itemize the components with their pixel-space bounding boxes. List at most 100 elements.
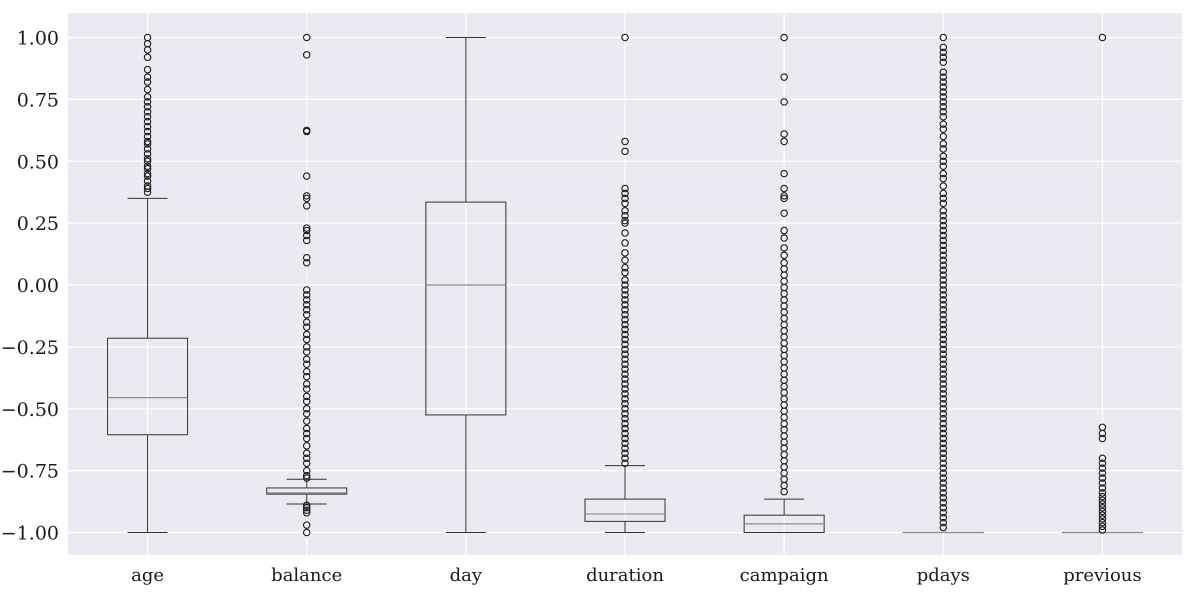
outlier-point: [621, 256, 629, 264]
outlier-point: [621, 365, 629, 373]
outlier-point: [621, 301, 629, 309]
outlier-point: [1098, 496, 1107, 505]
outlier-point: [302, 343, 311, 351]
outlier-point: [939, 83, 948, 91]
outlier-point: [939, 355, 948, 363]
outlier-point: [939, 508, 948, 517]
outlier-point: [302, 323, 311, 331]
outlier-point: [621, 424, 629, 433]
outlier-point: [780, 251, 788, 260]
outlier-point: [780, 244, 788, 252]
outlier-point: [939, 73, 948, 81]
outlier-point: [939, 48, 948, 57]
outlier-point: [939, 409, 948, 418]
outlier-point: [939, 152, 948, 161]
y-tick-label: 0.25: [17, 213, 59, 235]
outlier-point: [939, 375, 948, 383]
outlier-point: [302, 385, 311, 393]
outlier-point: [939, 53, 948, 62]
outlier-point: [621, 286, 629, 294]
outlier-point: [939, 385, 948, 393]
outlier-point: [939, 276, 948, 284]
outlier-point: [939, 419, 948, 428]
outlier-point: [1098, 464, 1107, 472]
outlier-point: [939, 140, 948, 148]
outlier-point: [143, 65, 152, 74]
outlier-point: [1098, 469, 1107, 477]
outlier-point: [302, 286, 311, 294]
outlier-point: [302, 355, 311, 363]
outlier-point: [939, 286, 948, 294]
box-balance: [266, 33, 348, 537]
outlier-point: [621, 335, 629, 344]
box-body: [584, 498, 666, 522]
outlier-point: [1098, 492, 1107, 501]
y-axis: 1.00 0.75 0.50 0.25 0.00 −0.25 −0.50 −0.75 −1.00: [1, 28, 59, 545]
outlier-point: [302, 474, 311, 482]
outlier-point: [302, 367, 311, 376]
outlier-point: [143, 155, 152, 163]
outlier-point: [302, 429, 311, 438]
outlier-point: [1098, 434, 1107, 443]
outlier-point: [302, 503, 311, 512]
outlier-point: [939, 112, 948, 121]
box-body: [425, 201, 507, 416]
outlier-point: [302, 449, 311, 458]
outlier-point: [780, 169, 788, 178]
outlier-point: [939, 256, 948, 264]
outlier-point: [939, 439, 948, 448]
outlier-point: [621, 320, 629, 329]
box-duration: [584, 33, 666, 533]
box-previous: [1061, 33, 1143, 534]
outlier-point: [939, 58, 948, 66]
outlier-point: [302, 521, 311, 529]
outlier-point: [939, 469, 948, 477]
outlier-point: [939, 434, 948, 443]
outlier-point: [302, 442, 311, 450]
outlier-point: [621, 189, 629, 198]
outlier-point: [939, 489, 948, 497]
outlier-point: [302, 194, 311, 203]
outlier-point: [939, 499, 948, 507]
outlier-point: [939, 444, 948, 453]
outlier-point: [939, 310, 948, 319]
outlier-point: [621, 315, 629, 324]
x-tick-label: campaign: [740, 565, 829, 586]
outlier-point: [939, 271, 948, 279]
outlier-point: [302, 301, 311, 309]
outlier-point: [780, 33, 788, 42]
outlier-point: [143, 93, 152, 101]
outlier-point: [621, 147, 629, 156]
outlier-point: [780, 130, 788, 138]
outlier-point: [302, 224, 311, 232]
outlier-point: [621, 137, 629, 146]
outlier-point: [621, 390, 629, 398]
boxes: [107, 33, 1143, 537]
outlier-point: [621, 355, 629, 363]
outlier-point: [939, 494, 948, 502]
outlier-point: [302, 380, 311, 388]
outlier-point: [1098, 484, 1107, 492]
outlier-point: [302, 126, 311, 135]
outlier-point: [939, 246, 948, 255]
outlier-point: [939, 320, 948, 329]
outlier-point: [939, 400, 948, 408]
outlier-point: [939, 523, 948, 532]
outlier-point: [302, 397, 311, 406]
outlier-point: [302, 424, 311, 433]
outlier-point: [302, 372, 311, 381]
outlier-point: [621, 345, 629, 354]
outlier-point: [621, 281, 629, 289]
outlier-point: [939, 162, 948, 170]
outlier-point: [939, 125, 948, 133]
outlier-point: [621, 296, 629, 304]
outlier-point: [1098, 454, 1107, 462]
outlier-point: [302, 296, 311, 304]
outlier-point: [621, 375, 629, 383]
outlier-point: [780, 194, 788, 203]
outlier-point: [780, 137, 788, 146]
outlier-point: [143, 85, 152, 94]
outlier-point: [621, 211, 629, 220]
outlier-point: [939, 43, 948, 52]
